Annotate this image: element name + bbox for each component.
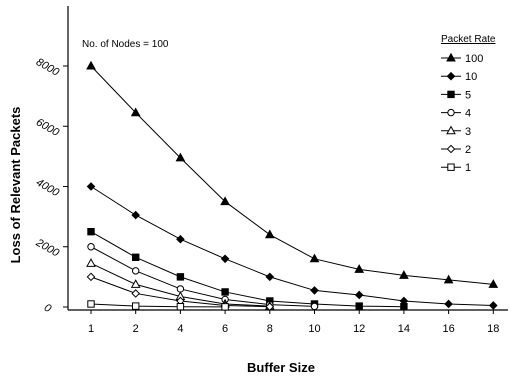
chart-axes bbox=[67, 6, 508, 311]
x-tick-label: 4 bbox=[177, 323, 183, 335]
data-point bbox=[221, 288, 229, 296]
y-axis-title: Loss of Relevant Packets bbox=[8, 107, 23, 264]
legend-item: 3 bbox=[441, 125, 471, 138]
legend-item: 5 bbox=[441, 89, 471, 101]
data-point bbox=[355, 302, 363, 310]
legend-marker bbox=[447, 163, 455, 171]
data-point bbox=[86, 272, 96, 282]
data-point bbox=[265, 272, 275, 282]
legend: 100 10 5 4 3 2 1 bbox=[441, 52, 483, 174]
x-axis-title: Buffer Size bbox=[247, 360, 315, 375]
legend-item: 10 bbox=[441, 71, 477, 83]
legend-label: 100 bbox=[465, 53, 483, 65]
data-point bbox=[443, 274, 454, 284]
series-10 bbox=[86, 182, 498, 310]
series-line bbox=[90, 231, 404, 308]
data-point bbox=[86, 60, 96, 70]
data-point bbox=[87, 300, 95, 308]
x-tick-label: 18 bbox=[487, 323, 499, 335]
data-point bbox=[132, 302, 140, 310]
series-line bbox=[90, 303, 226, 308]
x-tick-label: 6 bbox=[222, 323, 228, 335]
x-tick-label: 10 bbox=[308, 323, 320, 335]
data-point bbox=[86, 258, 96, 267]
data-point bbox=[220, 254, 230, 264]
data-point bbox=[444, 299, 453, 309]
series-1 bbox=[87, 300, 229, 311]
legend-marker bbox=[446, 125, 456, 135]
data-point bbox=[87, 243, 95, 251]
legend-label: 2 bbox=[465, 144, 471, 156]
data-point bbox=[87, 227, 95, 236]
data-point bbox=[130, 107, 141, 117]
data-point bbox=[220, 196, 230, 206]
y-tick-label: 0 bbox=[42, 302, 54, 316]
legend-label: 4 bbox=[465, 108, 471, 120]
series-line bbox=[90, 186, 494, 306]
series-4 bbox=[87, 243, 319, 311]
y-axis-ticks: 0 2000 4000 6000 8000 bbox=[33, 56, 68, 316]
x-tick-label: 12 bbox=[353, 323, 365, 335]
series-100 bbox=[86, 60, 499, 288]
legend-label: 1 bbox=[465, 162, 471, 174]
data-point bbox=[354, 264, 365, 273]
data-point bbox=[309, 253, 320, 263]
legend-marker bbox=[447, 90, 455, 99]
legend-marker bbox=[446, 52, 456, 62]
data-point bbox=[354, 290, 364, 300]
data-point bbox=[131, 289, 141, 298]
legend-item: 100 bbox=[441, 52, 483, 65]
data-point bbox=[176, 273, 185, 281]
data-point bbox=[221, 303, 229, 311]
data-point bbox=[130, 279, 141, 288]
legend-item: 1 bbox=[441, 162, 471, 174]
legend-label: 3 bbox=[465, 126, 471, 138]
data-point bbox=[400, 302, 408, 311]
legend-item: 4 bbox=[441, 108, 471, 120]
series-line bbox=[90, 246, 315, 307]
legend-title: Packet Rate bbox=[441, 34, 496, 45]
series-line bbox=[90, 65, 494, 285]
data-point bbox=[176, 285, 185, 293]
data-point bbox=[488, 301, 498, 310]
y-tick-label: 4000 bbox=[34, 177, 62, 200]
x-tick-label: 2 bbox=[133, 323, 139, 335]
data-point bbox=[176, 302, 185, 311]
series-lines bbox=[86, 60, 499, 312]
y-tick-label: 6000 bbox=[34, 116, 62, 139]
data-point bbox=[488, 279, 499, 288]
data-point bbox=[399, 270, 409, 279]
data-point bbox=[310, 286, 319, 295]
x-tick-label: 14 bbox=[398, 323, 410, 335]
x-tick-label: 16 bbox=[442, 323, 454, 335]
annotation-text: No. of Nodes = 100 bbox=[82, 39, 169, 50]
data-point bbox=[264, 229, 275, 239]
data-point bbox=[176, 234, 185, 244]
data-point bbox=[131, 210, 141, 220]
legend-label: 5 bbox=[465, 89, 471, 101]
legend-marker bbox=[446, 144, 456, 154]
x-tick-label: 8 bbox=[267, 323, 273, 335]
legend-marker bbox=[446, 71, 456, 81]
legend-marker bbox=[447, 108, 455, 117]
legend-label: 10 bbox=[465, 71, 477, 83]
data-point bbox=[132, 267, 140, 275]
data-point bbox=[175, 152, 186, 162]
y-tick-label: 8000 bbox=[34, 56, 62, 79]
data-point bbox=[265, 302, 275, 312]
x-axis-ticks: 1 2 4 6 8 10 12 14 16 18 bbox=[88, 310, 499, 335]
data-point bbox=[310, 302, 319, 311]
y-tick-label: 2000 bbox=[33, 236, 62, 260]
x-tick-label: 1 bbox=[88, 323, 94, 335]
data-point bbox=[86, 182, 96, 191]
data-point bbox=[132, 253, 140, 261]
legend-item: 2 bbox=[441, 144, 471, 156]
